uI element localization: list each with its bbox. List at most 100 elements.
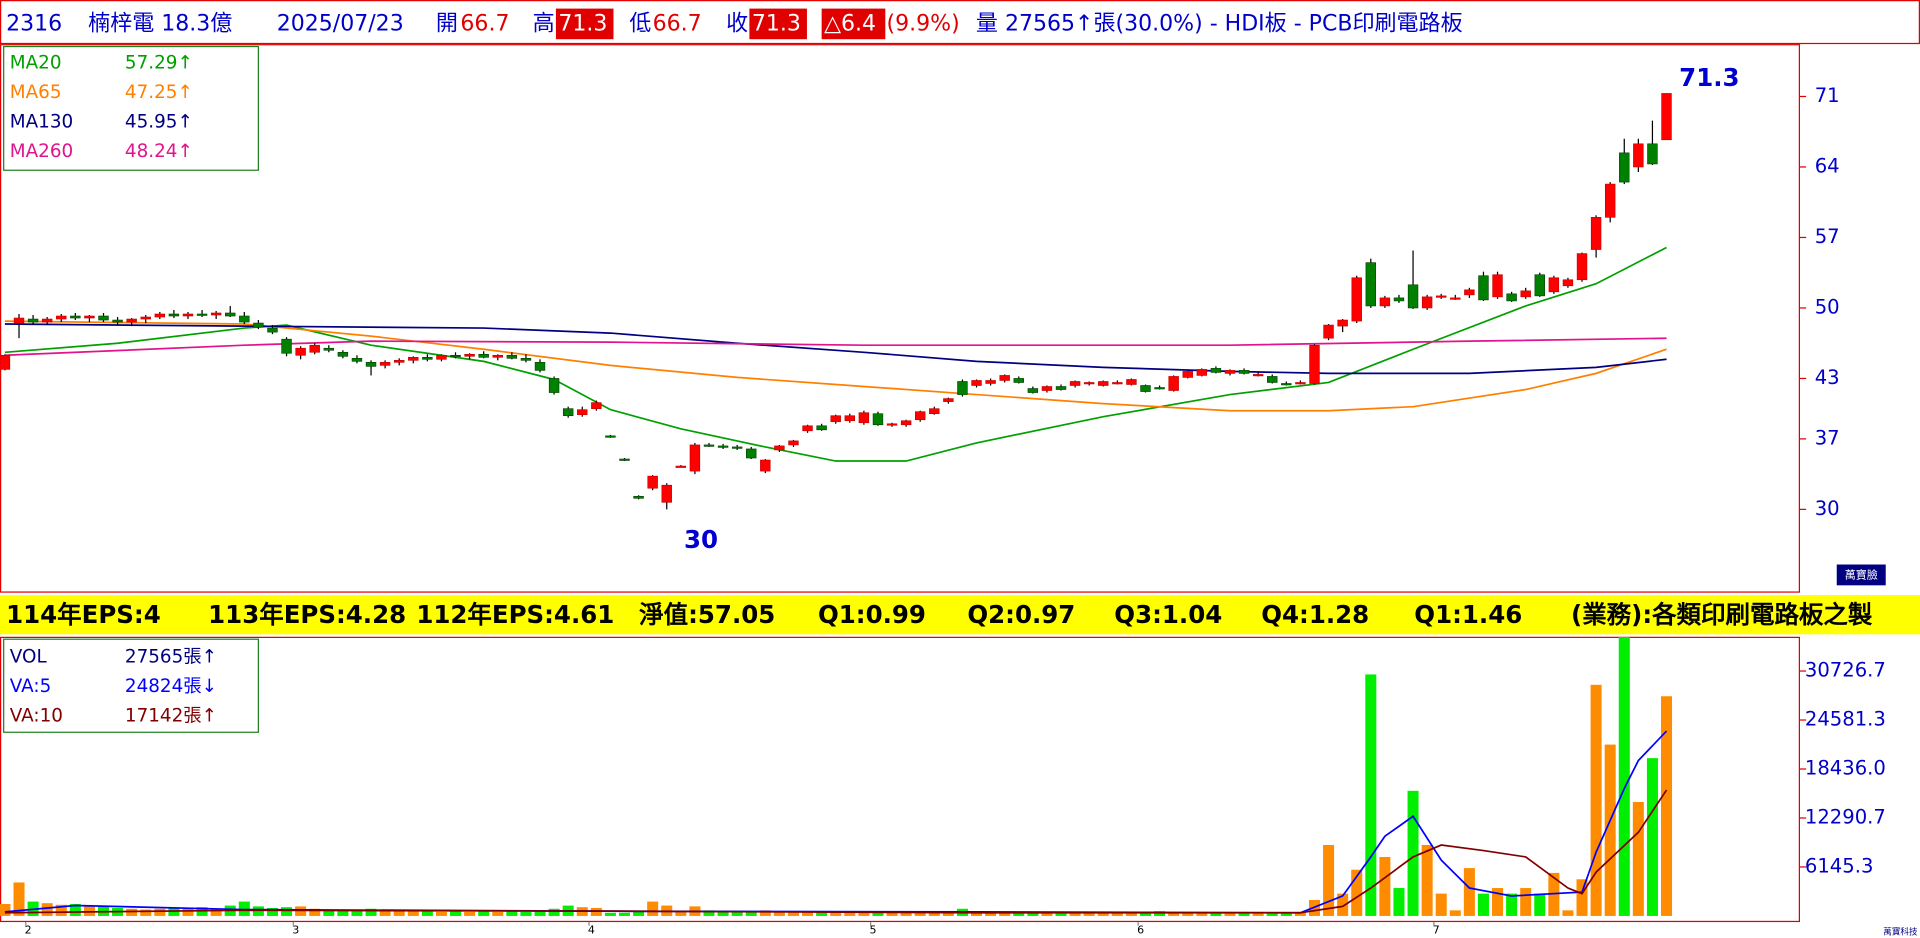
volume-bar [618,912,631,916]
legend-value: 24824張↓ [125,676,217,697]
volume-bar [1379,856,1391,916]
volume-bar [13,882,25,916]
legend-name: MA20 [10,53,62,74]
candle-body [731,446,743,449]
volume-bar [1520,888,1532,916]
volume-bar [872,911,884,916]
candle-body [464,353,475,357]
close-label: 收 [726,12,748,37]
volume-bar [506,911,518,916]
volume-bar [421,911,433,916]
candle-body [492,354,503,358]
line-series [4,320,1667,412]
volume-bar [450,911,462,916]
candle-body [844,415,856,422]
info-item: 114年EPS:4 [6,600,161,629]
candle-body [1633,143,1644,168]
candle-body [1661,93,1672,141]
volume-bar [675,911,687,916]
volume-bar [985,911,997,916]
candle-body [689,444,701,472]
y-tick-label: 64 [1815,154,1840,177]
volume-bar [1224,913,1236,916]
candle-body [1098,381,1109,386]
low-value: 66.7 [653,12,702,37]
candle-body [562,408,574,417]
volume-bar [858,911,870,916]
candle-body [1013,378,1024,383]
legend-value: 47.25↑ [125,82,193,103]
volume-bar [1407,790,1419,916]
volume-bar [900,912,912,916]
volume-bar [773,911,785,916]
candle-body [675,465,687,468]
y-tick-label: 12290.7 [1805,805,1886,828]
candle-body [661,484,672,503]
logo-box [1836,564,1886,586]
legend-name: MA260 [10,141,73,162]
candle-body [1027,388,1039,393]
candle-body [1267,376,1278,383]
volume-bar [0,903,11,916]
candle-body [1506,293,1517,302]
volume-bar [1337,893,1349,916]
volume-bar [140,909,152,916]
price-annotation: 71.3 [1679,63,1739,92]
volume-bar [1646,758,1658,916]
close-box [749,8,807,40]
header-frame [0,0,1920,45]
volume-bar [210,908,222,916]
volume-bar [1365,674,1377,916]
candle-body [1351,277,1362,322]
volume-bar [942,911,954,916]
candle-body [1281,383,1292,386]
candle-body [1464,289,1475,296]
candle-body [1562,279,1574,287]
candle-body [182,313,194,317]
open-label: 開 [436,12,458,37]
candle-body [154,313,166,318]
line-series [4,246,1667,462]
volume-bar [55,904,67,916]
volume-bar [1351,869,1363,916]
candle-body [41,318,53,323]
volume-bar [717,911,729,916]
candle-body [1154,387,1165,390]
candle-body [591,402,602,409]
candle-body [1252,374,1264,377]
open-value: 66.7 [460,12,509,37]
candle-body [1224,370,1236,374]
stock-name: 楠梓電 18.3億 [88,12,232,37]
volume-bar [393,910,405,916]
volume-bar [1534,893,1546,916]
info-item: Q1:0.99 [818,600,926,629]
volume-bar [337,910,349,916]
candle-body [1590,217,1602,250]
logo: 萬寶臉 [1845,568,1878,582]
candle-body [478,353,489,358]
volume-bar [703,910,715,916]
volume-bar [1323,845,1335,916]
candle-body [379,362,391,366]
high-label: 高 [533,12,555,37]
volume-bar [759,910,771,916]
candle-body [56,315,67,320]
candle-body [1534,274,1545,297]
volume-bar [1618,636,1630,916]
candle-body [1436,295,1447,298]
line-series [4,789,1668,914]
high-box [555,8,614,40]
volume-bar [1139,913,1152,916]
candle-body [577,409,588,416]
volume-bar [154,908,166,916]
candle-body [915,411,926,421]
volume-bar [520,911,532,916]
volume-bar [1632,801,1644,916]
candle-body [84,315,95,319]
volume-bar [309,908,321,916]
y-tick-label: 24581.3 [1805,708,1886,731]
candle-body [140,316,151,320]
